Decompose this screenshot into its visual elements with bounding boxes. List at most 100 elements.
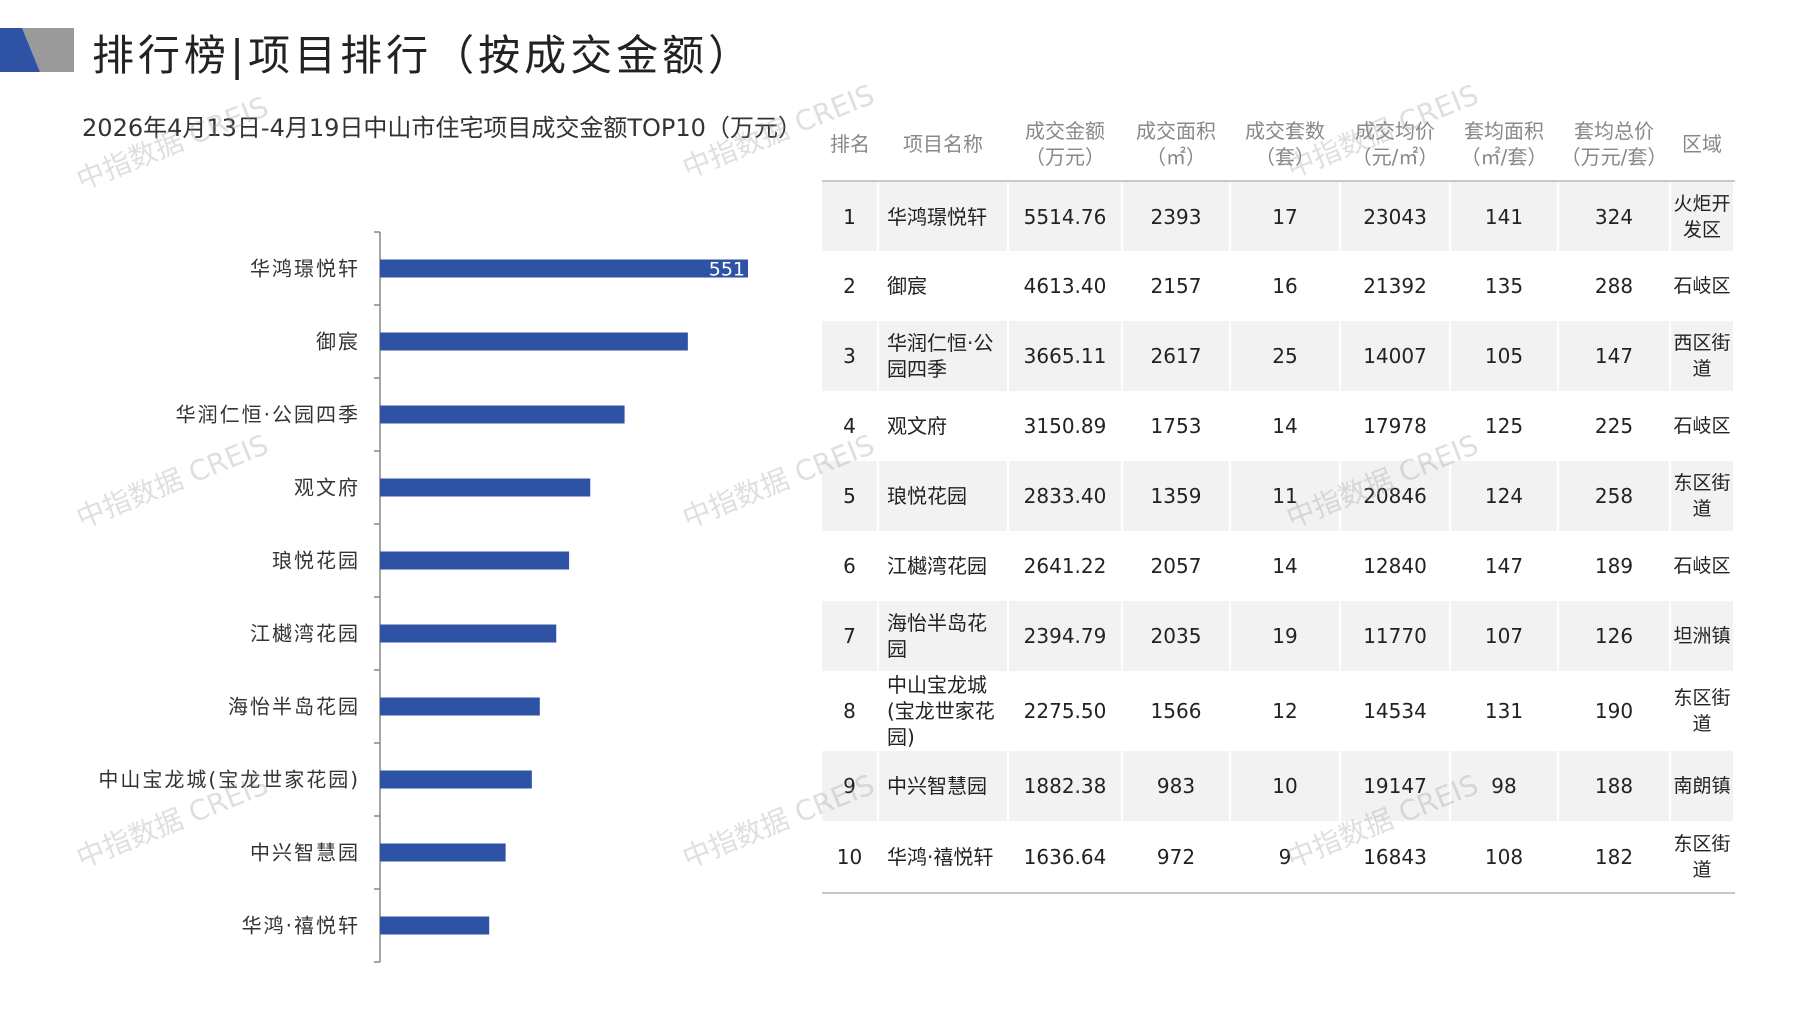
cell-amount: 2275.50 — [1008, 671, 1123, 751]
cell-rank: 2 — [822, 251, 879, 321]
cell-region: 东区街道 — [1670, 821, 1735, 894]
cell-amount: 4613.40 — [1008, 251, 1123, 321]
bar — [380, 770, 532, 789]
column-header: 成交套数 （套） — [1230, 108, 1340, 182]
category-label: 中山宝龙城(宝龙世家花园) — [98, 768, 360, 792]
ranking-table: 排名 项目名称 成交金额 （万元） 成交面积 （㎡） 成交套数 （套） 成交均价 （元/㎡） 套均面… — [822, 108, 1735, 894]
cell-avg-area: 135 — [1450, 251, 1559, 321]
cell-rank: 3 — [822, 321, 879, 391]
category-label: 华鸿璟悦轩 — [250, 257, 360, 281]
cell-region: 东区街道 — [1670, 461, 1735, 531]
bar — [380, 332, 688, 351]
table-row: 5 琅悦花园 2833.40 1359 11 20846 124 258 东区街道 — [822, 461, 1735, 531]
cell-area: 983 — [1122, 751, 1231, 821]
cell-units: 14 — [1230, 531, 1341, 601]
column-header-text: （万元/套） — [1560, 145, 1668, 169]
bar — [380, 697, 540, 716]
column-header-text: （万元） — [1025, 145, 1105, 169]
cell-name: 御宸 — [878, 251, 1009, 321]
category-label: 观文府 — [294, 476, 360, 500]
column-header: 套均总价 （万元/套） — [1558, 108, 1670, 182]
cell-avg-area: 125 — [1450, 391, 1559, 461]
cell-units: 12 — [1230, 671, 1341, 751]
column-header: 成交金额 （万元） — [1008, 108, 1122, 182]
column-header: 套均面积 （㎡/套） — [1450, 108, 1558, 182]
cell-price: 21392 — [1340, 251, 1451, 321]
cell-region: 石岐区 — [1670, 251, 1735, 321]
cell-avg-area: 107 — [1450, 601, 1559, 671]
cell-price: 20846 — [1340, 461, 1451, 531]
bar — [380, 916, 490, 935]
cell-name: 观文府 — [878, 391, 1009, 461]
table-row: 8 中山宝龙城(宝龙世家花园) 2275.50 1566 12 14534 131 190 东区… — [822, 671, 1735, 751]
cell-amount: 2394.79 — [1008, 601, 1123, 671]
table-row: 9 中兴智慧园 1882.38 983 10 19147 98 188 南朗镇 — [822, 751, 1735, 821]
bar — [380, 405, 625, 424]
cell-avg-total: 225 — [1558, 391, 1671, 461]
cell-rank: 1 — [822, 181, 879, 251]
cell-units: 19 — [1230, 601, 1341, 671]
cell-avg-total: 258 — [1558, 461, 1671, 531]
ranking-table-container: 排名 项目名称 成交金额 （万元） 成交面积 （㎡） 成交套数 （套） 成交均价 （元/㎡） 套均面… — [822, 108, 1735, 894]
cell-amount: 1882.38 — [1008, 751, 1123, 821]
page-title: 排行榜|项目排行（按成交金额） — [92, 31, 755, 80]
cell-area: 2393 — [1122, 181, 1231, 251]
cell-area: 2057 — [1122, 531, 1231, 601]
cell-area: 2617 — [1122, 321, 1231, 391]
logo-mark — [0, 28, 74, 72]
table-header-row: 排名 项目名称 成交金额 （万元） 成交面积 （㎡） 成交套数 （套） 成交均价 （元/㎡） 套均面… — [822, 108, 1734, 182]
cell-avg-total: 147 — [1558, 321, 1671, 391]
category-label: 华鸿·禧悦轩 — [242, 914, 360, 938]
table-row: 10 华鸿·禧悦轩 1636.64 972 9 16843 108 182 东区街道 — [822, 821, 1735, 894]
cell-rank: 9 — [822, 751, 879, 821]
column-header-text: 成交面积 — [1136, 119, 1216, 143]
cell-rank: 4 — [822, 391, 879, 461]
bar — [380, 478, 591, 497]
cell-avg-total: 182 — [1558, 821, 1671, 894]
table-row: 4 观文府 3150.89 1753 14 17978 125 225 石岐区 — [822, 391, 1735, 461]
category-label: 华润仁恒·公园四季 — [176, 403, 360, 427]
cell-avg-total: 126 — [1558, 601, 1671, 671]
cell-amount: 3665.11 — [1008, 321, 1123, 391]
bar-chart: 华鸿璟悦轩 551 御宸华润仁恒·公园四季观文府琅悦花园江樾湾花园海怡半岛花园中山宝… — [98, 231, 748, 963]
cell-name: 华润仁恒·公园四季 — [878, 321, 1009, 391]
cell-amount: 1636.64 — [1008, 821, 1123, 894]
cell-area: 1753 — [1122, 391, 1231, 461]
cell-price: 14007 — [1340, 321, 1451, 391]
category-label: 琅悦花园 — [272, 549, 360, 573]
cell-rank: 6 — [822, 531, 879, 601]
column-header-text: 区域 — [1682, 132, 1722, 156]
column-header-text: （㎡） — [1146, 145, 1206, 169]
cell-region: 坦洲镇 — [1670, 601, 1735, 671]
table-row: 3 华润仁恒·公园四季 3665.11 2617 25 14007 105 147 西区街道 — [822, 321, 1735, 391]
cell-price: 16843 — [1340, 821, 1451, 894]
column-header-text: （套） — [1255, 145, 1315, 169]
cell-price: 17978 — [1340, 391, 1451, 461]
cell-region: 南朗镇 — [1670, 751, 1735, 821]
cell-region: 火炬开发区 — [1670, 181, 1735, 251]
cell-name: 海怡半岛花园 — [878, 601, 1009, 671]
cell-area: 2035 — [1122, 601, 1231, 671]
table-row: 2 御宸 4613.40 2157 16 21392 135 288 石岐区 — [822, 251, 1735, 321]
cell-avg-total: 324 — [1558, 181, 1671, 251]
cell-avg-area: 147 — [1450, 531, 1559, 601]
data-label: 551 — [709, 259, 745, 281]
cell-area: 972 — [1122, 821, 1231, 894]
cell-avg-total: 188 — [1558, 751, 1671, 821]
cell-avg-area: 141 — [1450, 181, 1559, 251]
cell-avg-total: 288 — [1558, 251, 1671, 321]
table-row: 7 海怡半岛花园 2394.79 2035 19 11770 107 126 坦洲镇 — [822, 601, 1735, 671]
cell-area: 2157 — [1122, 251, 1231, 321]
bar — [380, 843, 506, 862]
cell-area: 1359 — [1122, 461, 1231, 531]
column-header-text: 套均总价 — [1574, 119, 1654, 143]
cell-units: 16 — [1230, 251, 1341, 321]
category-label: 海怡半岛花园 — [228, 695, 360, 719]
cell-rank: 8 — [822, 671, 879, 751]
column-header-text: 排名 — [830, 132, 870, 156]
cell-avg-area: 98 — [1450, 751, 1559, 821]
column-header: 成交均价 （元/㎡） — [1340, 108, 1450, 182]
cell-avg-area: 105 — [1450, 321, 1559, 391]
cell-region: 石岐区 — [1670, 531, 1735, 601]
category-label: 中兴智慧园 — [250, 841, 360, 865]
